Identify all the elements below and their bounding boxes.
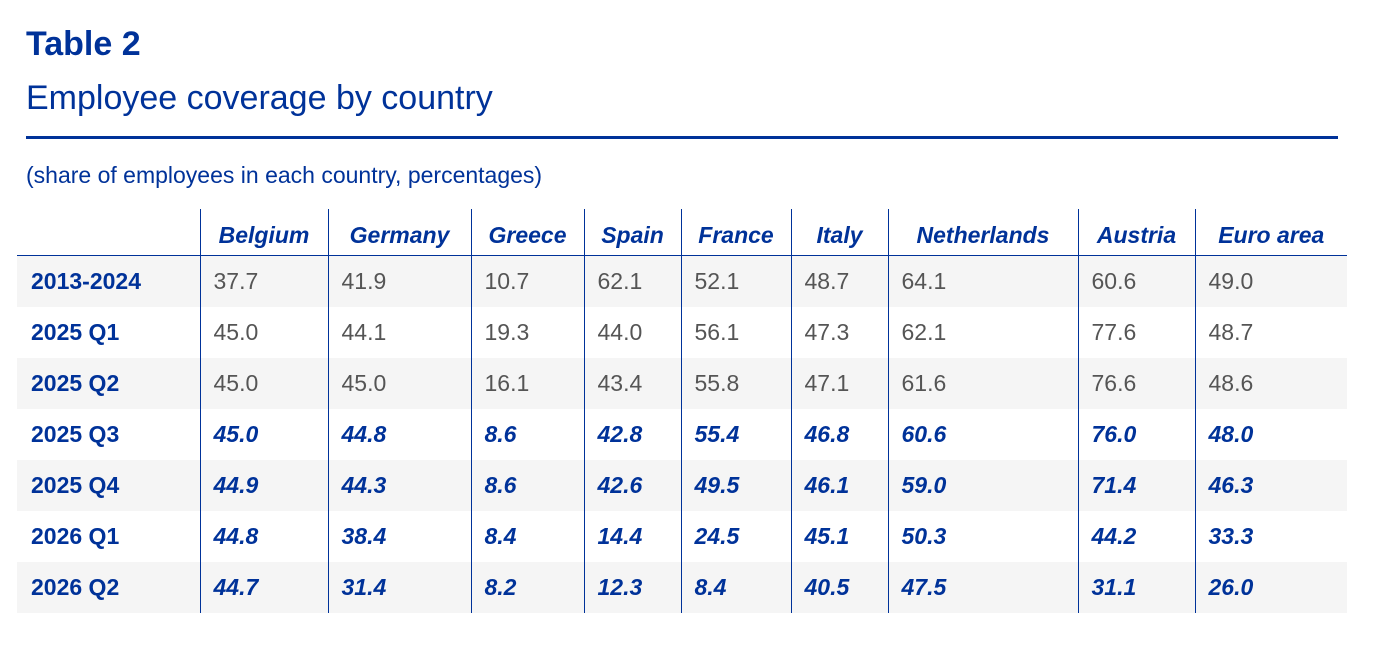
table-body: 2013-2024 37.7 41.9 10.7 62.1 52.1 48.7 64.1 60.…: [17, 255, 1347, 613]
table-cell: 47.3: [790, 306, 888, 358]
table-cell: 46.1: [790, 459, 888, 511]
row-header: 2025 Q3: [31, 420, 120, 447]
table-cell: 62.1: [583, 255, 681, 307]
table-cell: 8.6: [470, 408, 584, 460]
table-cell: 77.6: [1077, 306, 1195, 358]
row-header: 2026 Q1: [31, 522, 120, 549]
row-header: 2025 Q1: [31, 318, 120, 345]
table-cell: 45.1: [790, 510, 888, 562]
table-cell: 76.6: [1077, 357, 1195, 409]
table-cell: 24.5: [680, 510, 791, 562]
column-header: Euro area: [1194, 209, 1347, 256]
table-cell: 10.7: [470, 255, 584, 307]
table-cell: 31.1: [1077, 561, 1195, 613]
table-row: 2025 Q4 44.9 44.3 8.6 42.6 49.5 46.1 59.0 71.4 46…: [17, 459, 1347, 511]
table-cell: 41.9: [327, 255, 471, 307]
column-header: Germany: [327, 209, 471, 256]
table-cell: 44.3: [327, 459, 471, 511]
column-header: Belgium: [199, 209, 328, 256]
row-header: 2025 Q2: [17, 357, 200, 409]
table-cell: 62.1: [887, 306, 1078, 358]
table-cell: 8.2: [470, 561, 584, 613]
table-cell: 19.3: [470, 306, 584, 358]
table-cell: 48.6: [1194, 357, 1347, 409]
table-cell: 48.7: [1194, 306, 1347, 358]
table-cell: 61.6: [887, 357, 1078, 409]
table-cell: 8.6: [470, 459, 584, 511]
table-cell: 46.8: [790, 408, 888, 460]
table-row: 2026 Q2 44.7 31.4 8.2 12.3 8.4 40.5 47.5 31.1 26.…: [17, 561, 1347, 613]
table-cell: 44.2: [1077, 510, 1195, 562]
table-cell: 12.3: [583, 561, 681, 613]
table-cell: 8.4: [470, 510, 584, 562]
table-cell: 60.6: [1077, 255, 1195, 307]
table-title: Table 2: [26, 25, 141, 63]
table-subtitle: Employee coverage by country: [26, 79, 493, 117]
table-cell: 44.9: [199, 459, 328, 511]
table-cell: 38.4: [327, 510, 471, 562]
table-cell: 14.4: [583, 510, 681, 562]
column-header: Austria: [1077, 209, 1195, 256]
table-cell: 46.3: [1194, 459, 1347, 511]
table-cell: 8.4: [680, 561, 791, 613]
table-cell: 44.7: [199, 561, 328, 613]
table-cell: 55.8: [680, 357, 791, 409]
table-cell: 33.3: [1194, 510, 1347, 562]
header-row: Belgium Germany Greece Spain France Ital…: [17, 209, 1347, 256]
table-cell: 56.1: [680, 306, 791, 358]
units-note: (share of employees in each country, per…: [26, 162, 543, 188]
coverage-table: Belgium Germany Greece Spain France Ital…: [17, 209, 1347, 613]
table-cell: 48.0: [1194, 408, 1347, 460]
table-cell: 44.8: [327, 408, 471, 460]
table-row: 2026 Q1 44.8 38.4 8.4 14.4 24.5 45.1 50.3 44.2 33…: [17, 510, 1347, 562]
row-header: 2013-2024: [17, 255, 200, 307]
column-header: Italy: [790, 209, 888, 256]
table-cell: 47.1: [790, 357, 888, 409]
table-cell: 48.7: [790, 255, 888, 307]
table-cell: 40.5: [790, 561, 888, 613]
table-cell: 71.4: [1077, 459, 1195, 511]
table-cell: 52.1: [680, 255, 791, 307]
table-row: 2025 Q2 45.0 45.0 16.1 43.4 55.8 47.1 61.6 76.6 4…: [17, 357, 1347, 409]
table-cell: 43.4: [583, 357, 681, 409]
corner-cell: [17, 209, 200, 256]
table-cell: 59.0: [887, 459, 1078, 511]
row-header: 2026 Q2: [17, 561, 200, 613]
table-cell: 44.0: [583, 306, 681, 358]
table-cell: 42.6: [583, 459, 681, 511]
table-cell: 50.3: [887, 510, 1078, 562]
table-cell: 60.6: [887, 408, 1078, 460]
table-cell: 64.1: [887, 255, 1078, 307]
column-header: Greece: [470, 209, 584, 256]
table-cell: 49.0: [1194, 255, 1347, 307]
table-cell: 45.0: [199, 357, 328, 409]
table-cell: 45.0: [199, 306, 328, 358]
table-cell: 26.0: [1194, 561, 1347, 613]
column-header: Spain: [583, 209, 681, 256]
table-cell: 55.4: [680, 408, 791, 460]
table-cell: 44.8: [199, 510, 328, 562]
table-cell: 45.0: [327, 357, 471, 409]
table-row: 2013-2024 37.7 41.9 10.7 62.1 52.1 48.7 64.1 60.…: [17, 255, 1347, 307]
title-divider: [26, 136, 1338, 139]
table-cell: 44.1: [327, 306, 471, 358]
row-header: 2025 Q4: [17, 459, 200, 511]
table-cell: 42.8: [583, 408, 681, 460]
table-cell: 45.0: [199, 408, 328, 460]
table-cell: 47.5: [887, 561, 1078, 613]
table-cell: 37.7: [199, 255, 328, 307]
table-row: 2025 Q3 45.0 44.8 8.6 42.8 55.4 46.8 60.6 76.0 48…: [17, 408, 1347, 460]
table-cell: 76.0: [1077, 408, 1195, 460]
column-header: France: [680, 209, 791, 256]
table-cell: 16.1: [470, 357, 584, 409]
table-cell: 49.5: [680, 459, 791, 511]
table-row: 2025 Q1 45.0 44.1 19.3 44.0 56.1 47.3 62.1 77.6 4…: [17, 306, 1347, 358]
column-header: Netherlands: [887, 209, 1078, 256]
table-cell: 31.4: [327, 561, 471, 613]
